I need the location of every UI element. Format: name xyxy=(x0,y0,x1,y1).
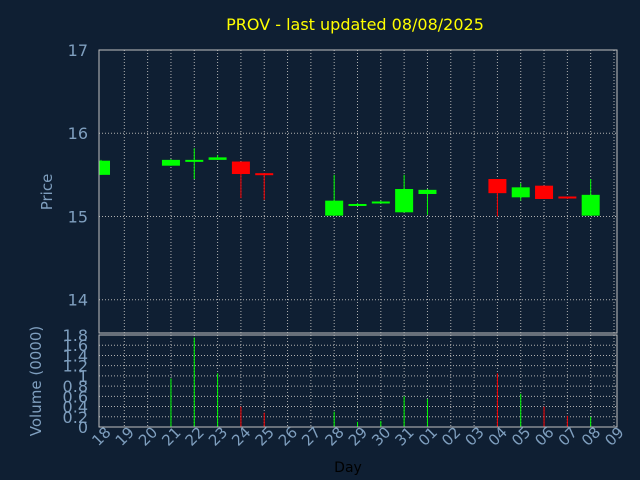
candle-body xyxy=(185,159,204,162)
candle-body xyxy=(325,200,344,216)
volume-bars xyxy=(170,337,592,427)
candle xyxy=(325,174,344,216)
volume-tick-label: 0.4 xyxy=(63,398,88,417)
price-tick-label: 15 xyxy=(68,207,88,226)
day-axis-label: Day xyxy=(334,460,362,476)
candle xyxy=(581,179,600,216)
candle-body xyxy=(371,201,390,204)
candle xyxy=(185,148,204,180)
candle xyxy=(231,161,250,199)
price-candles xyxy=(99,148,600,217)
chart-title: PROV - last updated 08/08/2025 xyxy=(226,15,484,34)
volume-tick-label: 0.2 xyxy=(63,408,88,427)
candle xyxy=(161,159,180,166)
candle-body xyxy=(535,185,554,199)
candle-body xyxy=(418,189,437,194)
candle xyxy=(371,200,390,204)
candle xyxy=(418,189,437,215)
volume-tick-label: 0.8 xyxy=(63,377,88,396)
volume-tick-label: 1.2 xyxy=(63,357,88,376)
candle-body xyxy=(208,157,227,160)
candle xyxy=(208,154,227,160)
candle xyxy=(558,196,577,199)
candle-body xyxy=(161,159,180,166)
candle xyxy=(348,203,367,206)
candle xyxy=(255,173,274,200)
day-axis-ticks: 1819202122232425262728293031010203040506… xyxy=(88,423,627,449)
candle xyxy=(99,159,110,175)
volume-tick-label: 1.8 xyxy=(63,326,88,345)
volume-tick-label: 0 xyxy=(78,418,88,437)
price-axis-ticks: 14 15 16 17 xyxy=(68,41,88,310)
candle xyxy=(488,179,507,217)
candle-body xyxy=(99,160,110,175)
candle xyxy=(535,185,554,199)
price-panel: 14 15 16 17 Price xyxy=(38,41,618,334)
candle-body xyxy=(255,173,274,176)
volume-plot-frame xyxy=(98,334,618,428)
price-tick-label: 17 xyxy=(68,41,88,60)
candle-body xyxy=(488,179,507,194)
volume-axis-ticks: 00.20.40.60.811.21.41.61.8 xyxy=(63,326,88,437)
volume-tick-label: 1.6 xyxy=(63,336,88,355)
price-axis-label: Price xyxy=(38,174,56,211)
candle-body xyxy=(231,161,250,175)
candle xyxy=(511,183,530,201)
volume-axis-label: Volume (0000) xyxy=(27,326,45,436)
candle-body xyxy=(558,196,577,199)
candle-body xyxy=(348,203,367,206)
candle xyxy=(395,174,414,213)
candle-body xyxy=(581,194,600,216)
volume-tick-label: 0.6 xyxy=(63,387,88,406)
price-plot-frame xyxy=(98,49,618,334)
candle-body xyxy=(395,189,414,213)
volume-tick-label: 1.4 xyxy=(63,346,88,365)
price-tick-label: 16 xyxy=(68,124,88,143)
volume-tick-label: 1 xyxy=(78,367,88,386)
volume-gridlines xyxy=(99,334,617,428)
price-tick-label: 14 xyxy=(68,291,88,310)
candle-body xyxy=(511,187,530,198)
volume-panel: 00.20.40.60.811.21.41.61.8 Volume (0000)… xyxy=(27,326,628,476)
